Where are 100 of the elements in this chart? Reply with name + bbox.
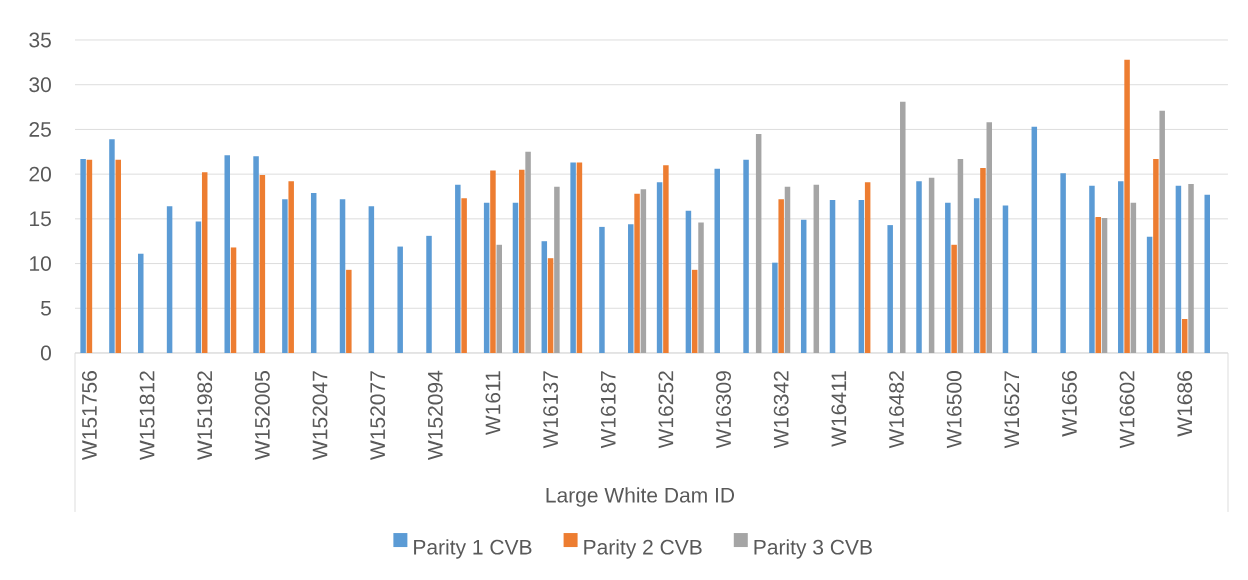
bar xyxy=(1146,236,1153,353)
bar xyxy=(259,175,266,353)
bar xyxy=(455,184,461,353)
x-tick-label: W16527 xyxy=(1004,371,1020,449)
y-tick-label: 10 xyxy=(30,256,51,271)
bar xyxy=(461,198,467,353)
bar xyxy=(858,200,865,353)
x-tick-label: W152077 xyxy=(370,371,386,460)
bar xyxy=(951,244,957,353)
bar xyxy=(339,199,346,353)
bar xyxy=(714,168,720,353)
bar xyxy=(201,172,208,353)
bar xyxy=(570,162,576,353)
x-axis-title: Large White Dam ID xyxy=(546,487,735,507)
bar xyxy=(490,170,496,353)
y-tick-label: 0 xyxy=(40,345,51,361)
bar xyxy=(282,199,288,353)
y-tick-label: 30 xyxy=(29,77,51,93)
bar xyxy=(86,159,93,353)
bar xyxy=(1095,217,1101,353)
bar xyxy=(691,269,698,353)
bar xyxy=(310,192,317,353)
bar xyxy=(957,158,964,353)
bar xyxy=(685,210,692,353)
x-tick-label: W16309 xyxy=(716,371,731,449)
bar xyxy=(554,186,560,353)
legend-label: Parity 2 CVB xyxy=(584,539,702,559)
x-tick-label: W16342 xyxy=(773,371,789,449)
bar xyxy=(1181,319,1188,353)
bar xyxy=(916,181,922,353)
y-tick-label: 35 xyxy=(29,32,51,48)
x-tick-label: W152094 xyxy=(427,370,443,460)
x-tick-label: W151982 xyxy=(197,371,213,460)
bar xyxy=(1153,158,1159,353)
x-tick-label: W151756 xyxy=(81,371,97,460)
bar xyxy=(1188,183,1194,353)
bar xyxy=(743,159,749,353)
bar xyxy=(628,224,634,353)
bar xyxy=(986,122,993,353)
y-tick-label: 5 xyxy=(40,300,51,316)
x-tick-label: W16187 xyxy=(600,371,616,449)
bar xyxy=(346,269,352,353)
bar xyxy=(640,189,647,353)
bar xyxy=(426,235,432,353)
bar xyxy=(698,222,704,353)
x-tick-label: W1686 xyxy=(1177,371,1193,437)
x-tick-label: W1656 xyxy=(1061,371,1077,437)
bar xyxy=(829,200,836,353)
bar xyxy=(109,139,115,353)
bar xyxy=(166,206,173,353)
bar xyxy=(656,182,663,353)
bar xyxy=(1089,185,1095,353)
bar xyxy=(887,225,893,353)
bar xyxy=(1159,110,1165,353)
bar xyxy=(864,182,871,353)
bar xyxy=(512,202,519,353)
legend-label: Parity 1 CVB xyxy=(414,539,532,559)
x-tick-label: W152047 xyxy=(312,371,328,460)
x-tick-label: W16482 xyxy=(889,371,904,449)
bar xyxy=(230,247,237,353)
bar xyxy=(1204,194,1210,353)
bar xyxy=(195,221,202,353)
bar xyxy=(945,202,951,353)
bar xyxy=(755,133,762,353)
bar xyxy=(483,202,490,353)
bar xyxy=(1130,202,1137,353)
bar xyxy=(1175,185,1182,353)
bar xyxy=(900,101,906,353)
bar xyxy=(80,158,86,353)
bar xyxy=(1118,181,1124,353)
y-tick-label: 20 xyxy=(29,166,51,182)
legend-label: Parity 3 CVB xyxy=(754,539,872,559)
bar xyxy=(288,181,294,353)
x-tick-label: W16602 xyxy=(1119,371,1135,449)
bar xyxy=(576,162,583,353)
x-tick-label: W151812 xyxy=(139,371,155,460)
bar xyxy=(397,246,403,353)
bar xyxy=(519,169,525,353)
bar xyxy=(1002,205,1009,353)
bar xyxy=(115,159,121,353)
bar xyxy=(1031,126,1038,353)
bar xyxy=(496,244,502,353)
bar xyxy=(138,253,144,353)
x-tick-label: W16137 xyxy=(543,371,559,449)
bar xyxy=(800,219,807,353)
bar xyxy=(1124,59,1130,353)
bar xyxy=(368,206,375,353)
x-tick-label: W152005 xyxy=(254,371,270,460)
bar xyxy=(784,186,791,353)
bar xyxy=(1101,217,1108,353)
y-tick-label: 15 xyxy=(30,211,51,227)
bar xyxy=(980,167,986,353)
bar xyxy=(634,193,640,353)
y-tick-label: 25 xyxy=(29,121,51,137)
bar xyxy=(525,151,531,353)
bar xyxy=(813,184,820,353)
bar xyxy=(928,177,935,353)
x-tick-label: W16252 xyxy=(658,371,674,449)
bar xyxy=(1060,173,1066,353)
bar xyxy=(663,165,669,353)
